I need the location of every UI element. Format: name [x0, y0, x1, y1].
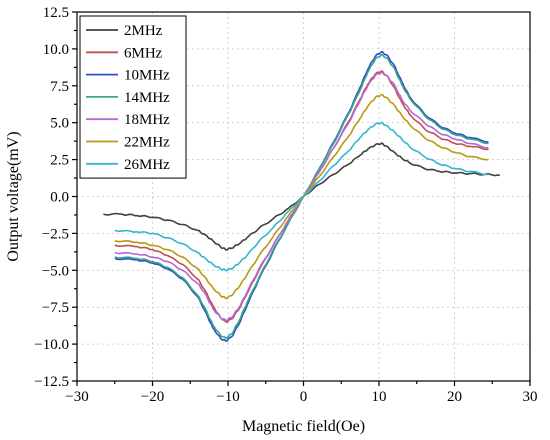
- legend-label: 10MHz: [124, 68, 170, 84]
- series-group: [103, 50, 500, 342]
- y-tick-label: −7.5: [42, 300, 69, 316]
- y-tick-label: 2.5: [50, 153, 69, 169]
- x-tick-label: −10: [216, 389, 239, 405]
- y-tick-label: 10.0: [43, 42, 69, 58]
- x-tick-label: 10: [372, 389, 387, 405]
- legend-label: 26MHz: [124, 157, 170, 173]
- legend-label: 6MHz: [124, 45, 163, 61]
- x-tick-label: 20: [447, 389, 462, 405]
- series-line-26mhz: [114, 121, 489, 272]
- x-tick-label: −30: [65, 389, 88, 405]
- axis-ticks: [72, 11, 531, 386]
- y-tick-label: −2.5: [42, 226, 69, 242]
- x-axis-label: Magnetic field(Oe): [242, 418, 365, 435]
- legend-label: 2MHz: [124, 23, 163, 39]
- y-tick-label: −5.0: [42, 263, 69, 279]
- x-tick-labels: −30 −20 −10 0 10 20 30: [65, 389, 537, 405]
- y-tick-label: 5.0: [50, 116, 69, 132]
- y-tick-labels: −12.5 −10.0 −7.5 −5.0 −2.5 0.0 2.5 5.0 7.5 10.0 12…: [34, 5, 69, 390]
- y-tick-label: 7.5: [50, 79, 69, 95]
- legend: 2MHz 6MHz 10MHz 14MHz 18MHz 22MHz 26MHz: [79, 15, 187, 179]
- y-tick-label: 12.5: [43, 5, 69, 21]
- x-tick-label: 0: [300, 389, 308, 405]
- x-tick-label: −20: [141, 389, 164, 405]
- x-tick-label: 30: [523, 389, 538, 405]
- legend-label: 18MHz: [124, 112, 170, 128]
- y-tick-label: −10.0: [34, 337, 69, 353]
- y-tick-label: −12.5: [34, 374, 69, 390]
- y-axis-label: Output voltage(mV): [5, 131, 22, 261]
- legend-label: 22MHz: [124, 135, 170, 151]
- y-tick-label: 0.0: [50, 190, 69, 206]
- legend-label: 14MHz: [124, 90, 170, 106]
